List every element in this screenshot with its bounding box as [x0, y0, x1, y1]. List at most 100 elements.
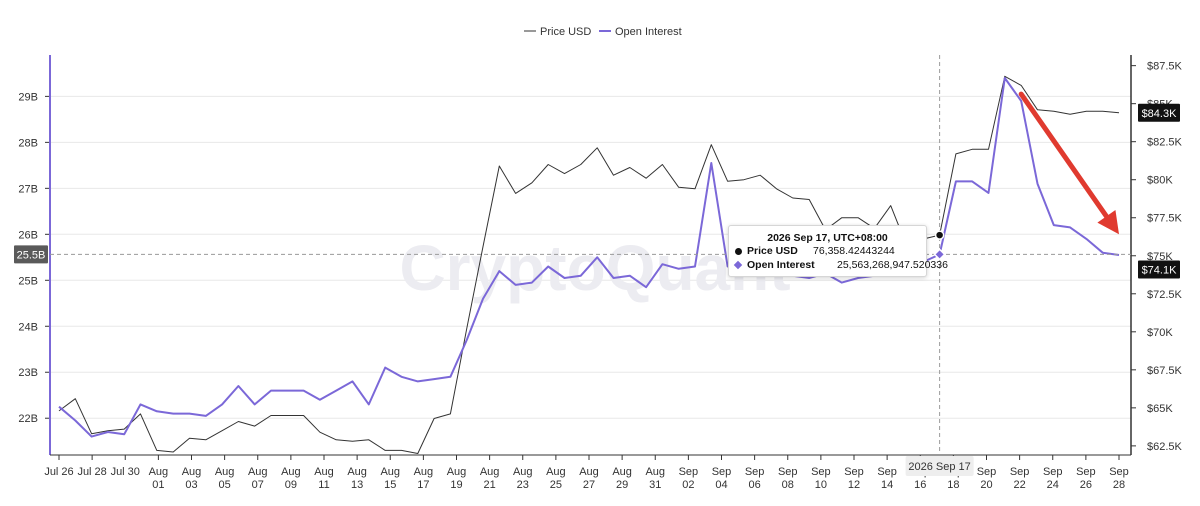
x-tick-label: Sep [679, 466, 699, 478]
legend-label[interactable]: Price USD [540, 26, 591, 38]
right-tick-label: $62.5K [1147, 441, 1183, 453]
x-tick-label: Aug [281, 466, 301, 478]
x-tick-label-day: 26 [1080, 479, 1092, 491]
last-oi-label: $74.1K [1142, 264, 1178, 276]
x-tick-label: Aug [182, 466, 202, 478]
crosshair-date-label: 2026 Sep 17 [908, 461, 970, 473]
x-tick-label-day: 08 [782, 479, 794, 491]
x-tick-label-day: 19 [450, 479, 462, 491]
last-oi-box [1138, 260, 1180, 279]
x-tick-label-day: 12 [848, 479, 860, 491]
left-tick-label: 28B [18, 137, 38, 149]
crosshair-oi-point [933, 248, 946, 261]
right-tick-label: $87.5K [1147, 61, 1183, 73]
watermark: CryptoQuant [399, 232, 790, 304]
tooltip-price-name: Price USD [747, 245, 798, 257]
x-tick-label: Sep [977, 466, 997, 478]
x-tick-label-day: 14 [881, 479, 893, 491]
price-marker-icon [735, 248, 742, 255]
x-tick-label-day: 17 [417, 479, 429, 491]
x-tick-label: Jul 30 [111, 466, 140, 478]
legend[interactable]: Price USD Open Interest [524, 26, 682, 38]
x-tick-label: Aug [645, 466, 665, 478]
x-tick-label-day: 06 [749, 479, 761, 491]
x-tick-label: Sep [712, 466, 732, 478]
crosshair-date-box [905, 456, 974, 476]
x-tick-label: Jul 28 [77, 466, 106, 478]
crosshair-left-label: 25.5B [17, 249, 46, 261]
x-tick-label: Sep [1043, 466, 1063, 478]
tooltip-title: 2026 Sep 17, UTC+08:00 [767, 232, 888, 244]
right-tick-label: $75K [1147, 251, 1173, 263]
x-tick-label-day: 01 [152, 479, 164, 491]
x-tick-label: Sep [811, 466, 831, 478]
x-tick-label-day: 22 [1014, 479, 1026, 491]
x-tick-label: Aug [314, 466, 334, 478]
annotation [50, 55, 1131, 455]
x-tick-label: Aug [513, 466, 533, 478]
tooltip-row-oi: Open Interest 25,563,268,947.520336 [733, 259, 948, 273]
x-tick-label-day: 27 [583, 479, 595, 491]
right-tick-label: $65K [1147, 403, 1173, 415]
x-tick-label-day: 07 [252, 479, 264, 491]
axis-value-labels: 2026 Sep 17 25.5B $84.3K $74.1K [14, 103, 1180, 476]
x-tick-label: Sep [877, 466, 897, 478]
right-tick-label: $82.5K [1147, 137, 1183, 149]
x-tick-label-day: 16 [914, 479, 926, 491]
x-tick-label-day: 09 [285, 479, 297, 491]
right-tick-label: $77.5K [1147, 213, 1183, 225]
x-tick-label-day: 25 [550, 479, 562, 491]
tooltip-oi-value: 25,563,268,947.520336 [837, 259, 948, 271]
red-arrow-shaft [1018, 91, 1109, 219]
tooltip-price-value: 76,358.42443244 [813, 245, 895, 257]
x-tick-label: Aug [380, 466, 400, 478]
series-line-open-interest[interactable] [58, 77, 1120, 438]
x-tick-label-day: 24 [1047, 479, 1059, 491]
legend-label[interactable]: Open Interest [615, 26, 682, 38]
x-tick-label-day: 11 [318, 479, 329, 491]
x-tick-label-day: 10 [815, 479, 827, 491]
left-tick-label: 29B [18, 91, 38, 103]
x-tick-label: Aug [347, 466, 367, 478]
series[interactable] [58, 75, 1120, 454]
x-tick-label-day: 13 [351, 479, 363, 491]
right-tick-label: $70K [1147, 327, 1173, 339]
tooltip-row-price: Price USD 76,358.42443244 [735, 245, 920, 259]
x-tick-label: Aug [248, 466, 268, 478]
x-tick-label: Aug [215, 466, 235, 478]
right-tick-label: $72.5K [1147, 289, 1183, 301]
left-tick-label: 23B [18, 367, 38, 379]
left-tick-label: 26B [18, 229, 38, 241]
x-tick-label-day: 15 [384, 479, 396, 491]
crosshair-left-box [14, 245, 48, 264]
x-tick-label: Aug [414, 466, 434, 478]
x-tick-label: Jul 26 [44, 466, 73, 478]
last-price-label: $84.3K [1142, 108, 1178, 120]
series-line-price-usd[interactable] [58, 75, 1120, 454]
x-tick-label-day: 20 [980, 479, 992, 491]
x-tick-label-day: 23 [517, 479, 529, 491]
axes: 22B 23B 24B 25B 26B 27B 28B 29B $62.5K $65K $67.5K… [18, 55, 1183, 491]
x-tick-label-day: 31 [649, 479, 661, 491]
grid [50, 95, 1131, 419]
x-tick-label-day: 05 [219, 479, 231, 491]
right-tick-label: $80K [1147, 175, 1173, 187]
crosshair-price-point [934, 230, 945, 240]
x-tick-label: Aug [579, 466, 599, 478]
x-tick-label-day: 04 [715, 479, 727, 491]
x-tick-label: Aug [447, 466, 467, 478]
left-tick-label: 22B [18, 413, 38, 425]
left-tick-label: 25B [18, 275, 38, 287]
x-tick-label-day: 21 [484, 479, 496, 491]
left-tick-label: 24B [18, 321, 38, 333]
x-tick-label-day: 18 [947, 479, 959, 491]
x-tick-label: Sep [1076, 466, 1096, 478]
x-tick-label-day: 29 [616, 479, 628, 491]
x-tick-label: Aug [149, 466, 169, 478]
x-tick-label: Sep [745, 466, 765, 478]
x-tick-label: Aug [612, 466, 632, 478]
x-tick-label: Sep [778, 466, 798, 478]
left-tick-label: 27B [18, 183, 38, 195]
